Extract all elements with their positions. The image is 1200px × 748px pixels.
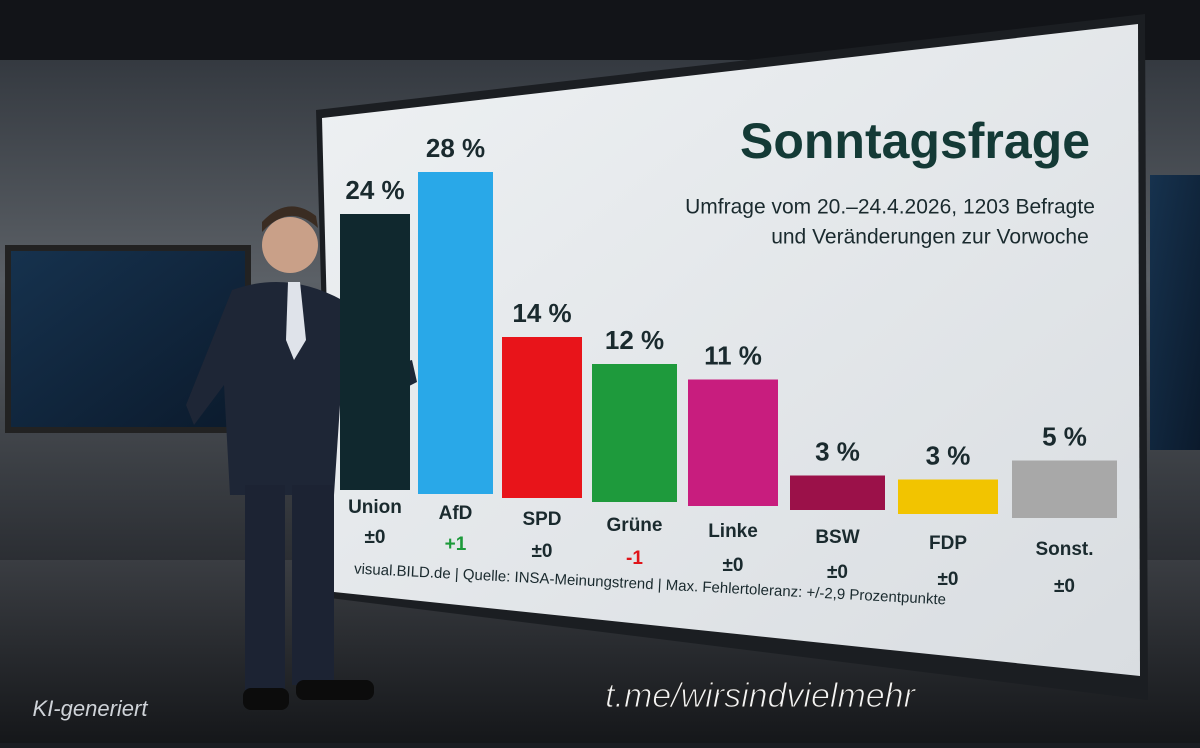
bar <box>502 337 582 498</box>
watermark: KI-generiert <box>33 696 149 721</box>
value-label: 3 % <box>926 440 971 470</box>
value-label: 28 % <box>426 133 485 163</box>
change-label: ±0 <box>532 541 553 562</box>
value-label: 14 % <box>512 298 571 328</box>
value-label: 12 % <box>605 325 664 355</box>
value-label: 11 % <box>704 340 762 370</box>
change-label: ±0 <box>827 562 848 583</box>
change-label: ±0 <box>938 569 959 590</box>
bar <box>592 364 677 502</box>
change-label: ±0 <box>365 527 386 548</box>
value-label: 3 % <box>815 436 860 466</box>
bar <box>688 379 778 506</box>
category-label: SPD <box>522 509 561 530</box>
value-label: 24 % <box>345 175 404 205</box>
presenter <box>186 206 417 710</box>
map-monitor <box>5 245 251 433</box>
chart-subtitle: und Veränderungen zur Vorwoche <box>771 226 1089 249</box>
change-label: +1 <box>445 534 467 555</box>
chart-subtitle: Umfrage vom 20.–24.4.2026, 1203 Befragte <box>685 196 1095 219</box>
category-label: Union <box>348 497 402 518</box>
bar <box>790 475 885 510</box>
bar <box>340 214 410 490</box>
value-label: 5 % <box>1042 421 1087 451</box>
change-label: -1 <box>626 548 643 569</box>
chart-title: Sonntagsfrage <box>740 113 1090 169</box>
bar <box>898 479 998 514</box>
change-label: ±0 <box>1054 576 1075 597</box>
watermark: t.me/wirsindvielmehr <box>605 677 917 715</box>
category-label: FDP <box>929 533 967 554</box>
change-label: ±0 <box>723 555 744 576</box>
side-monitor <box>1150 175 1200 450</box>
category-label: AfD <box>439 503 473 524</box>
bar <box>1012 460 1117 518</box>
category-label: Grüne <box>607 515 663 536</box>
category-label: Sonst. <box>1035 539 1093 560</box>
bar <box>418 172 493 494</box>
category-label: Linke <box>708 521 758 542</box>
category-label: BSW <box>815 527 859 548</box>
